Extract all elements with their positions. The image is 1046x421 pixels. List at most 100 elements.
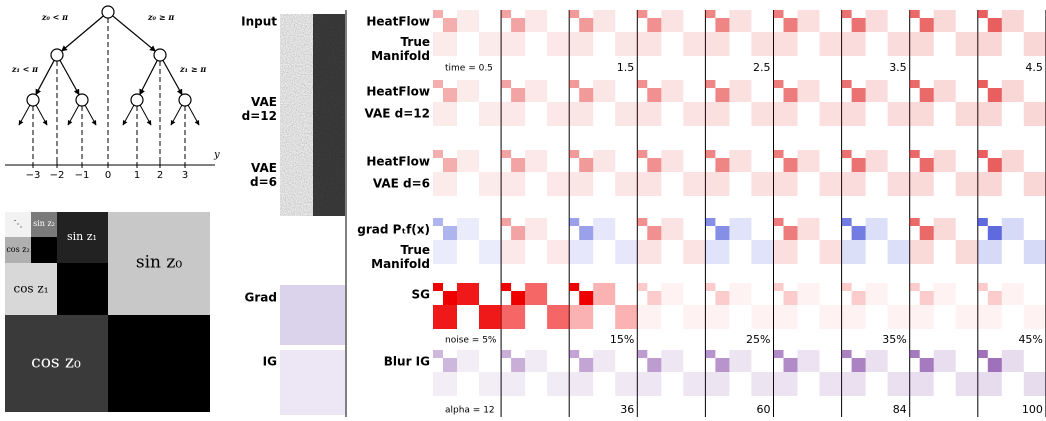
edge-label: z₀ < π: [41, 12, 68, 22]
heat-block: [956, 305, 978, 329]
column-label: 45%: [1018, 333, 1042, 346]
heat-block: [457, 283, 479, 305]
heat-block: [569, 172, 593, 196]
heat-block: [910, 218, 920, 226]
heat-block: [934, 150, 956, 172]
row-label-part: d=12: [242, 109, 277, 123]
heat-block: [443, 358, 457, 372]
tree-node: [76, 94, 88, 106]
heat-block: [978, 10, 988, 18]
heat-block: [683, 240, 705, 264]
heat-block: [820, 172, 842, 196]
heat-block: [637, 32, 661, 56]
heat-block: [956, 240, 978, 264]
heat-block: [547, 172, 569, 196]
heat-block: [705, 372, 729, 396]
heat-block: [820, 240, 842, 264]
heat-block: [774, 10, 784, 18]
method-title: SG: [412, 288, 431, 302]
column-label: 3.5: [889, 61, 907, 74]
heat-block: [579, 88, 593, 102]
heat-block: [615, 240, 637, 264]
heat-block: [798, 218, 820, 240]
heat-block: [988, 158, 1002, 172]
heat-block: [433, 240, 457, 264]
heat-block: [433, 150, 443, 158]
row-label-part: VAE: [251, 95, 277, 109]
leaf-arrow: [36, 105, 47, 125]
leaf-arrow: [188, 105, 199, 125]
heat-block: [637, 80, 647, 88]
column-label: 1.5: [617, 61, 635, 74]
method-title: HeatFlow: [366, 155, 430, 169]
heat-block: [705, 172, 729, 196]
heat-block: [888, 172, 910, 196]
heat-block: [888, 32, 910, 56]
heat-block: [715, 291, 729, 305]
heat-block: [661, 283, 683, 305]
heat-block: [525, 283, 547, 305]
heat-block: [842, 283, 852, 291]
heat-block: [501, 305, 525, 329]
heat-block: [433, 172, 457, 196]
edge-label: z₁ < π: [11, 64, 38, 74]
heat-block: [774, 305, 798, 329]
tree-node: [179, 94, 191, 106]
ig-map: [280, 350, 345, 415]
heat-block: [820, 372, 842, 396]
heat-block: [547, 102, 569, 126]
heat-block: [593, 10, 615, 32]
heat-block: [433, 305, 457, 329]
heat-block: [479, 172, 501, 196]
heat-block: [705, 305, 729, 329]
tree-edge: [140, 60, 158, 94]
heat-block: [443, 88, 457, 102]
heat-block: [774, 172, 798, 196]
heat-block: [579, 158, 593, 172]
axis-tick-label: −1: [75, 170, 90, 181]
heat-block: [457, 80, 479, 102]
axis-tick-label: 3: [182, 170, 188, 181]
heat-block: [569, 305, 593, 329]
tree-node: [51, 49, 63, 61]
heat-block: [433, 10, 443, 18]
heat-block: [433, 80, 443, 88]
tree-edge: [60, 60, 79, 95]
heat-block: [910, 10, 920, 18]
heat-block: [978, 305, 1002, 329]
heat-block: [842, 32, 866, 56]
method-subtitle: TrueManifold: [371, 35, 430, 63]
heat-block: [433, 218, 443, 226]
edge-label: z₀ ≥ π: [147, 12, 174, 22]
block: [57, 263, 108, 315]
block-label: cos z₂: [6, 245, 29, 254]
heat-block: [751, 172, 773, 196]
heat-block: [615, 32, 637, 56]
subtitle-part: True: [401, 35, 430, 49]
heat-block: [569, 80, 579, 88]
heat-block: [751, 32, 773, 56]
heat-block: [988, 18, 1002, 32]
heat-block: [784, 18, 798, 32]
heat-block: [934, 80, 956, 102]
heat-block: [978, 218, 988, 226]
row-label: d=6: [250, 175, 277, 189]
heat-block: [956, 372, 978, 396]
heat-block: [934, 283, 956, 305]
row-label: IG: [263, 355, 277, 369]
heat-block: [842, 305, 866, 329]
heat-block: [647, 226, 661, 240]
heat-block: [525, 10, 547, 32]
heat-block: [661, 80, 683, 102]
block-label: sin z₁: [67, 230, 97, 243]
heat-block: [910, 80, 920, 88]
heat-block: [705, 350, 715, 358]
heat-block: [637, 305, 661, 329]
heat-block: [852, 158, 866, 172]
block: [31, 237, 57, 263]
heat-block: [501, 283, 511, 291]
heat-block: [705, 240, 729, 264]
heat-block: [842, 150, 852, 158]
grad-map: [280, 285, 345, 345]
